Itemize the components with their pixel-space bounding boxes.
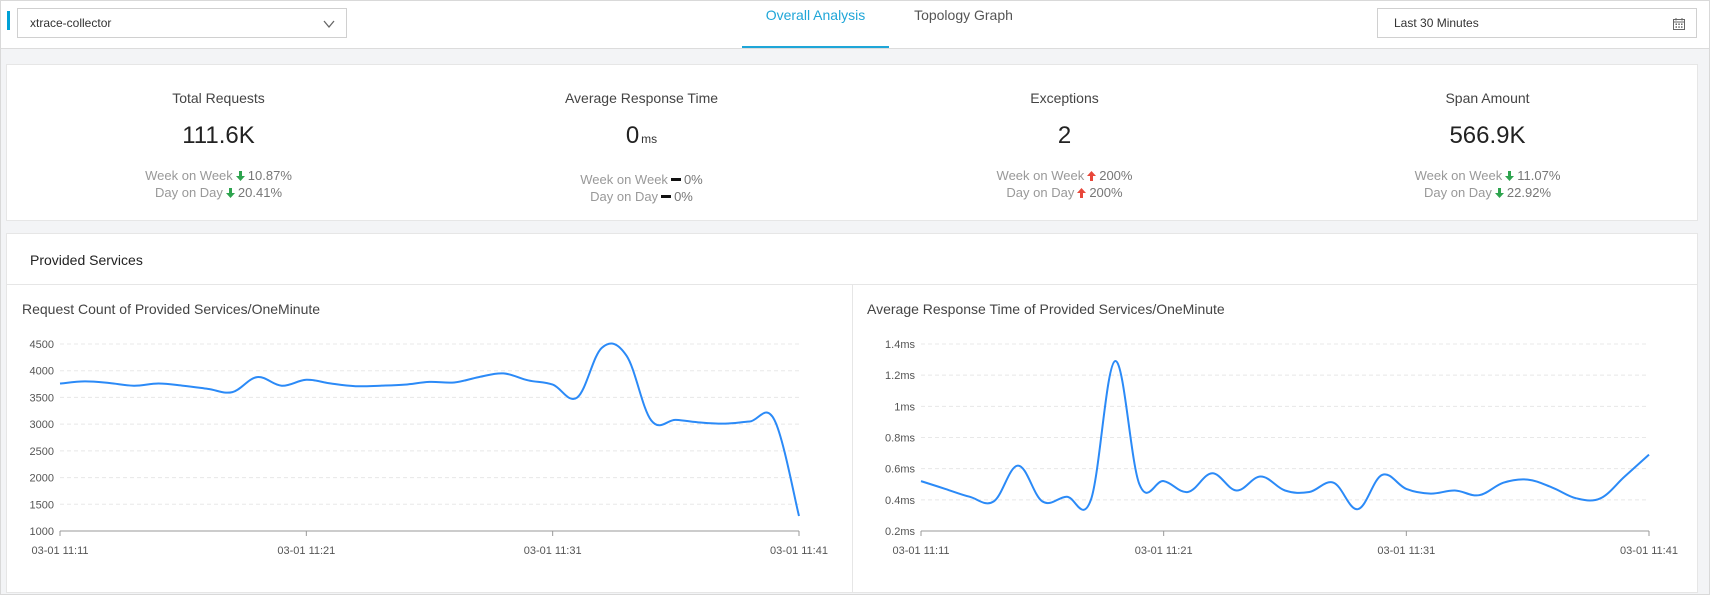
stat-value: 111.6K	[7, 122, 430, 150]
stat-exceptions: Exceptions 2 Week on Week 200% Day on Day…	[853, 65, 1276, 220]
flat-dash-icon	[661, 195, 672, 198]
y-tick-label: 1500	[30, 499, 54, 511]
stat-value-number: 111.6K	[182, 122, 255, 149]
y-tick-label: 0.6ms	[885, 464, 915, 476]
stat-span-amount: Span Amount 566.9K Week on Week 11.07% Da…	[1276, 65, 1699, 220]
y-tick-label: 1000	[30, 526, 54, 538]
y-tick-label: 2000	[30, 473, 54, 485]
week-on-week-value: 0%	[683, 172, 703, 187]
stat-title: Total Requests	[172, 90, 265, 106]
response-time-chart-title: Average Response Time of Provided Servic…	[867, 301, 1225, 317]
provided-services-title: Provided Services	[30, 252, 143, 268]
y-tick-label: 4500	[30, 339, 54, 351]
arrow-up-icon	[1087, 171, 1097, 181]
stat-value-unit: ms	[641, 132, 658, 146]
divider	[7, 284, 1697, 285]
x-tick-label: 03-01 11:21	[1135, 545, 1193, 557]
week-on-week: Week on Week 0%	[430, 171, 853, 188]
application-select[interactable]: xtrace-collector	[17, 8, 347, 38]
y-tick-label: 2500	[30, 446, 54, 458]
x-tick-label: 03-01 11:21	[277, 545, 335, 557]
day-on-day: Day on Day 0%	[430, 188, 853, 205]
x-tick-label: 03-01 11:41	[770, 545, 828, 557]
series-line	[920, 360, 1650, 511]
time-range-select[interactable]: Last 30 Minutes	[1377, 8, 1697, 38]
stat-value: 0 ms	[430, 122, 853, 150]
tab-topology-graph[interactable]: Topology Graph	[901, 1, 1026, 48]
stat-average-response-time: Average Response Time 0 ms Week on Week 0%…	[430, 65, 853, 220]
day-on-day-label: Day on Day	[590, 189, 659, 204]
calendar-icon	[1673, 18, 1685, 30]
x-tick-label: 03-01 11:11	[892, 545, 949, 557]
arrow-down-icon	[235, 171, 245, 181]
x-tick-label: 03-01 11:31	[1377, 545, 1435, 557]
application-select-value: xtrace-collector	[30, 16, 112, 30]
accent-bar	[7, 11, 10, 30]
arrow-down-icon	[1505, 171, 1515, 181]
time-range-value: Last 30 Minutes	[1394, 16, 1479, 30]
week-on-week-label: Week on Week	[145, 168, 233, 183]
y-tick-label: 1.2ms	[885, 370, 915, 382]
x-tick-label: 03-01 11:11	[31, 545, 88, 557]
week-on-week-value: 10.87%	[247, 168, 292, 183]
tab-overall-analysis[interactable]: Overall Analysis	[742, 1, 889, 48]
day-on-day-value: 200%	[1089, 185, 1123, 200]
y-tick-label: 0.8ms	[885, 433, 915, 445]
week-on-week-value: 200%	[1099, 168, 1133, 183]
stat-value: 2	[853, 122, 1276, 150]
arrow-down-icon	[225, 188, 235, 198]
flat-dash-icon	[670, 178, 681, 181]
stat-value-number: 566.9K	[1449, 122, 1526, 149]
stat-value: 566.9K	[1276, 122, 1699, 150]
day-on-day-label: Day on Day	[154, 185, 223, 200]
day-on-day: Day on Day 20.41%	[7, 184, 430, 201]
tab-topology-graph-label: Topology Graph	[914, 7, 1013, 23]
request-count-chart-title: Request Count of Provided Services/OneMi…	[22, 301, 321, 317]
week-on-week: Week on Week 200%	[853, 167, 1276, 184]
day-on-day-label: Day on Day	[1423, 185, 1492, 200]
week-on-week-label: Week on Week	[996, 168, 1085, 183]
request-count-chart[interactable]: 4500 4000 3500 3000 2500 2000 1500 1000 03-01 11…	[7, 234, 852, 592]
y-tick-label: 1.4ms	[885, 339, 915, 351]
arrow-down-icon	[1494, 188, 1504, 198]
stat-title: Span Amount	[1445, 90, 1530, 106]
x-tick-label: 03-01 11:41	[1620, 545, 1678, 557]
response-time-chart[interactable]: 1.4ms 1.2ms 1ms 0.8ms 0.6ms 0.4ms 0.2ms 03-01 1…	[853, 234, 1698, 592]
summary-stats-panel: Total Requests 111.6K Week on Week 10.87%…	[6, 64, 1698, 221]
week-on-week-label: Week on Week	[1414, 168, 1503, 183]
divider	[852, 285, 853, 592]
y-tick-label: 0.2ms	[885, 526, 915, 538]
x-tick-label: 03-01 11:31	[524, 545, 582, 557]
day-on-day-value: 20.41%	[237, 185, 282, 200]
day-on-day-label: Day on Day	[1006, 185, 1075, 200]
week-on-week: Week on Week 10.87%	[7, 167, 430, 184]
stat-value-number: 0	[625, 122, 640, 149]
tab-overall-analysis-label: Overall Analysis	[765, 7, 866, 23]
day-on-day: Day on Day 200%	[853, 184, 1276, 201]
y-tick-label: 1ms	[894, 401, 915, 413]
provided-services-panel: Provided Services Request Count of Provi…	[6, 233, 1698, 593]
stat-value-number: 2	[1057, 122, 1072, 149]
stat-total-requests: Total Requests 111.6K Week on Week 10.87%…	[7, 65, 430, 220]
series-line	[59, 342, 800, 517]
day-on-day-value: 0%	[674, 189, 693, 204]
active-tab-underline	[742, 46, 889, 48]
chevron-down-icon	[323, 20, 335, 29]
week-on-week-label: Week on Week	[580, 172, 668, 187]
week-on-week-value: 11.07%	[1517, 168, 1561, 183]
top-bar: xtrace-collector Overall Analysis Topolo…	[1, 1, 1709, 49]
week-on-week: Week on Week 11.07%	[1276, 167, 1699, 184]
day-on-day: Day on Day 22.92%	[1276, 184, 1699, 201]
y-tick-label: 0.4ms	[885, 495, 915, 507]
stat-title: Exceptions	[1030, 90, 1099, 106]
stat-title: Average Response Time	[564, 90, 719, 106]
arrow-up-icon	[1077, 188, 1087, 198]
day-on-day-value: 22.92%	[1506, 185, 1551, 200]
y-tick-label: 3000	[30, 419, 54, 431]
y-tick-label: 4000	[30, 366, 54, 378]
y-tick-label: 3500	[30, 392, 54, 404]
